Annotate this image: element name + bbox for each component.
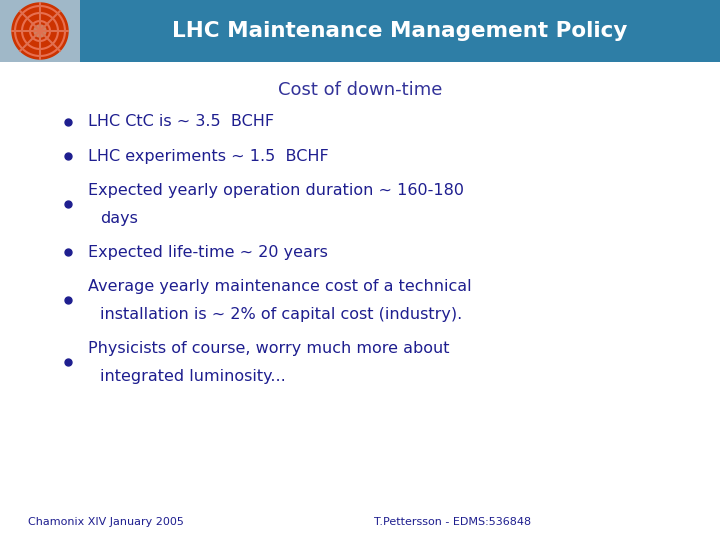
Text: Average yearly maintenance cost of a technical: Average yearly maintenance cost of a tec… bbox=[88, 279, 472, 294]
Bar bbox=[0, 0, 720, 62]
Text: Chamonix XIV January 2005: Chamonix XIV January 2005 bbox=[28, 517, 184, 527]
Bar bbox=[0, 0, 80, 62]
Text: days: days bbox=[100, 211, 138, 226]
Text: Expected life-time ~ 20 years: Expected life-time ~ 20 years bbox=[88, 245, 328, 260]
Polygon shape bbox=[12, 3, 68, 59]
Polygon shape bbox=[38, 29, 42, 33]
Text: installation is ~ 2% of capital cost (industry).: installation is ~ 2% of capital cost (in… bbox=[100, 307, 462, 321]
Polygon shape bbox=[22, 14, 58, 49]
Text: LHC experiments ~ 1.5  BCHF: LHC experiments ~ 1.5 BCHF bbox=[88, 148, 329, 164]
Polygon shape bbox=[17, 8, 63, 54]
Polygon shape bbox=[34, 25, 46, 37]
Polygon shape bbox=[33, 24, 48, 38]
Text: LHC CtC is ~ 3.5  BCHF: LHC CtC is ~ 3.5 BCHF bbox=[88, 114, 274, 130]
Text: T.Pettersson - EDMS:536848: T.Pettersson - EDMS:536848 bbox=[374, 517, 531, 527]
Text: Physicists of course, worry much more about: Physicists of course, worry much more ab… bbox=[88, 341, 449, 355]
Polygon shape bbox=[27, 18, 53, 43]
Text: integrated luminosity...: integrated luminosity... bbox=[100, 368, 286, 383]
Text: LHC Maintenance Management Policy: LHC Maintenance Management Policy bbox=[172, 21, 628, 41]
Text: Cost of down-time: Cost of down-time bbox=[278, 81, 442, 99]
Text: Expected yearly operation duration ~ 160-180: Expected yearly operation duration ~ 160… bbox=[88, 183, 464, 198]
